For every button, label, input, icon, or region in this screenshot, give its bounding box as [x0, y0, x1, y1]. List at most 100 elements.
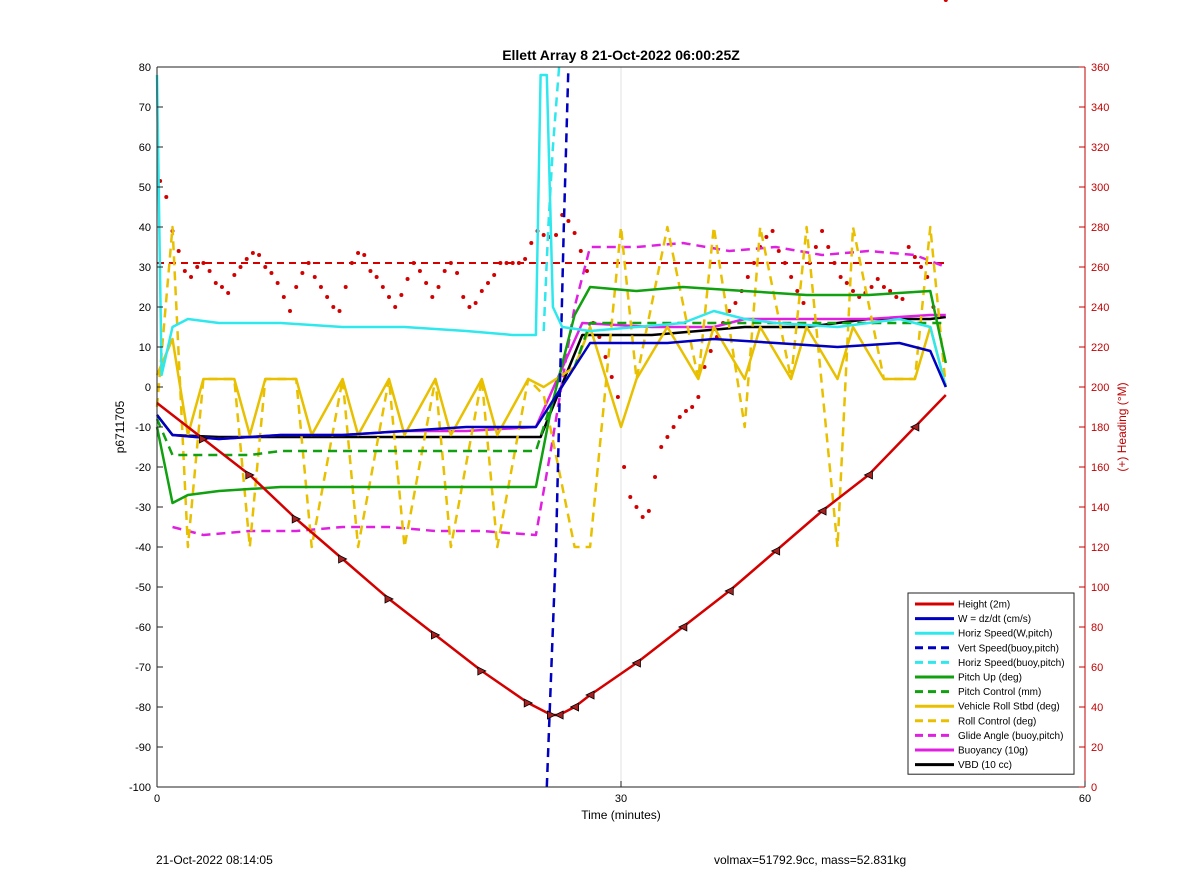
- heading-dot: [207, 269, 212, 273]
- height-marker: [585, 690, 595, 700]
- heading-dot: [485, 281, 490, 285]
- heading-dot: [306, 261, 311, 265]
- heading-dot: [659, 445, 664, 449]
- legend-entry-horiz-speed-w-pitch: Horiz Speed(W,pitch): [958, 629, 1052, 640]
- heading-dot: [257, 253, 262, 257]
- series-glide-angle-buoy-pitch: [172, 241, 947, 537]
- heading-dot: [455, 271, 460, 275]
- height-marker: [569, 702, 579, 712]
- heading-dot: [708, 349, 713, 353]
- heading-dot: [479, 289, 484, 293]
- heading-dot: [943, 0, 948, 2]
- height-marker: [477, 666, 487, 676]
- heading-dot: [671, 425, 676, 429]
- heading-dot: [164, 195, 169, 199]
- heading-dot: [541, 233, 546, 237]
- legend: Height (2m) W = dz/dt (cm/s) Horiz Speed(W…: [907, 592, 1075, 775]
- heading-dot: [182, 269, 187, 273]
- y-tick-label: -10: [135, 422, 151, 434]
- heading-dot: [430, 295, 435, 299]
- heading-dot: [894, 295, 899, 299]
- heading-dot: [238, 265, 243, 269]
- height-marker: [817, 506, 827, 516]
- heading-dot: [226, 291, 231, 295]
- heading-dot: [690, 405, 695, 409]
- heading-dot: [250, 251, 255, 255]
- heading-dot: [653, 475, 658, 479]
- heading-dot: [826, 245, 831, 249]
- heading-dot: [733, 301, 738, 305]
- y-right-tick-label: 360: [1091, 62, 1109, 74]
- height-marker: [909, 422, 920, 432]
- heading-dot: [566, 219, 571, 223]
- heading-dot: [176, 249, 181, 253]
- y-right-tick-label: 260: [1091, 262, 1109, 274]
- heading-dot: [628, 495, 633, 499]
- y-right-tick-label: 80: [1091, 622, 1103, 634]
- y-right-tick-label: 180: [1091, 422, 1109, 434]
- y-tick-label: 30: [139, 262, 151, 274]
- height-marker: [338, 554, 348, 564]
- heading-dot: [789, 275, 794, 279]
- heading-dot: [869, 285, 874, 289]
- y-right-tick-label: 140: [1091, 502, 1109, 514]
- y-tick-label: -60: [135, 622, 151, 634]
- heading-dot: [294, 285, 299, 289]
- heading-dot: [498, 261, 503, 265]
- heading-dot: [702, 365, 707, 369]
- y-right-tick-label: 60: [1091, 662, 1103, 674]
- heading-dot: [510, 261, 515, 265]
- legend-box: [907, 592, 1075, 775]
- y-tick-label: 70: [139, 102, 151, 114]
- heading-dot: [417, 269, 422, 273]
- heading-dot: [745, 275, 750, 279]
- y-right-tick-label: 20: [1091, 742, 1103, 754]
- heading-dot: [467, 305, 472, 309]
- heading-dot: [368, 269, 373, 273]
- heading-dot: [770, 229, 775, 233]
- height-marker: [430, 630, 441, 640]
- heading-dot: [213, 281, 218, 285]
- heading-dot: [219, 285, 224, 289]
- height-marker: [198, 434, 209, 444]
- height-marker: [384, 594, 394, 604]
- heading-dot: [473, 301, 478, 305]
- y-tick-label: 0: [145, 382, 151, 394]
- y-tick-label: -50: [135, 582, 151, 594]
- y-tick-label: 60: [139, 142, 151, 154]
- heading-dot: [232, 273, 237, 277]
- height-marker: [291, 514, 302, 524]
- heading-dot: [244, 257, 249, 261]
- y-right-tick-label: 200: [1091, 382, 1109, 394]
- series-vert-speed-buoy-pitch: [545, 66, 570, 788]
- heading-dot: [189, 275, 194, 279]
- heading-dot: [318, 285, 323, 289]
- heading-dot: [801, 301, 806, 305]
- heading-dot: [820, 229, 825, 233]
- height-marker: [770, 546, 781, 556]
- y-tick-label: -30: [135, 502, 151, 514]
- y-right-tick-label: 40: [1091, 702, 1103, 714]
- height-marker: [724, 586, 734, 596]
- y-right-tick-label: 280: [1091, 222, 1109, 234]
- series-vehicle-roll-stbd-deg: [155, 325, 948, 437]
- y-right-tick-label: 120: [1091, 542, 1109, 554]
- y-tick-label: 40: [139, 222, 151, 234]
- heading-dot: [201, 261, 206, 265]
- heading-dot: [504, 261, 509, 265]
- heading-dot: [448, 261, 453, 265]
- heading-dot: [325, 295, 330, 299]
- height-marker: [863, 470, 873, 480]
- y-tick-label: 50: [139, 182, 151, 194]
- heading-dot: [881, 285, 886, 289]
- heading-dot: [919, 265, 924, 269]
- heading-dot: [195, 265, 200, 269]
- y-right-tick-label: 320: [1091, 142, 1109, 154]
- heading-dot: [838, 275, 843, 279]
- y-right-tick-label: 100: [1091, 582, 1109, 594]
- heading-dot: [584, 269, 589, 273]
- heading-dot: [374, 275, 379, 279]
- data-layer: [155, 0, 948, 788]
- heading-dot: [752, 261, 757, 265]
- y-tick-label: 20: [139, 302, 151, 314]
